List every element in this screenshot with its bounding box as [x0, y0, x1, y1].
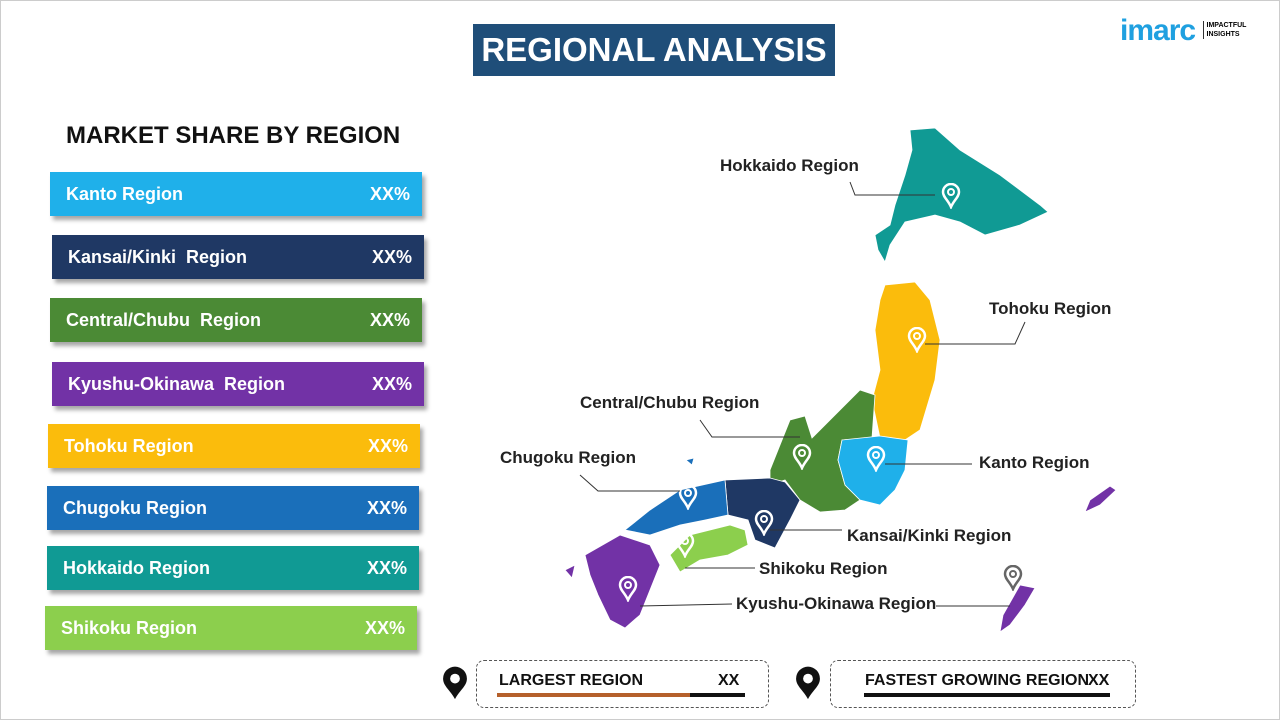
region-value: XX% — [366, 498, 407, 518]
map-label: Shikoku Region — [759, 559, 888, 578]
logo: imarc IMPACTFUL INSIGHTS — [1120, 14, 1246, 48]
pins — [443, 183, 1023, 700]
region-value: XX% — [367, 436, 408, 456]
largest-label: LARGEST REGION — [499, 672, 644, 689]
map-label: Central/Chubu Region — [580, 393, 760, 412]
logo-name: imarc — [1120, 14, 1196, 47]
kyushu — [584, 534, 661, 629]
region-row: Shikoku Region XX% — [45, 606, 417, 650]
leader-line — [639, 603, 733, 607]
tohoku — [871, 281, 941, 441]
leader-line — [925, 321, 1026, 345]
region-label: Central/Chubu Region — [66, 310, 261, 330]
fastest-box — [830, 660, 1136, 708]
region-label: Kansai/Kinki Region — [68, 247, 248, 267]
region-label: Tohoku Region — [64, 436, 194, 456]
map-label: Tohoku Region — [989, 299, 1112, 318]
logo-tagline: IMPACTFUL INSIGHTS — [1202, 21, 1247, 39]
region-value: XX% — [364, 618, 405, 638]
kanto — [837, 435, 909, 506]
footer-pin — [796, 666, 820, 700]
region-row: Kyushu-Okinawa Region XX% — [52, 362, 424, 406]
islands — [564, 564, 576, 579]
map-label: Kansai/Kinki Region — [847, 526, 1012, 545]
region-row: Central/Chubu Region XX% — [50, 298, 422, 342]
logo-tagline-line: IMPACTFUL — [1206, 22, 1247, 29]
region-value: XX% — [369, 184, 410, 204]
region-label: Kanto Region — [66, 184, 183, 204]
okinawa — [999, 584, 1036, 633]
leader-line — [849, 181, 935, 196]
region-row: Kanto Region XX% — [50, 172, 422, 216]
leader-line — [579, 474, 680, 492]
fastest-label: FASTEST GROWING REGION — [865, 672, 1090, 689]
region-value: XX% — [371, 374, 412, 394]
chugoku — [624, 479, 729, 536]
region-label: Chugoku Region — [63, 498, 207, 518]
region-label: Hokkaido Region — [63, 558, 211, 578]
region-value: XX% — [366, 558, 407, 578]
islands — [685, 457, 695, 466]
region-row: Kansai/Kinki Region XX% — [52, 235, 424, 279]
map-label: Hokkaido Region — [720, 156, 859, 175]
islands — [1084, 485, 1117, 513]
logo-tagline-line: INSIGHTS — [1206, 31, 1240, 38]
map-label: Kanto Region — [979, 453, 1090, 472]
hokkaido — [874, 127, 1049, 264]
region-value: XX% — [369, 310, 410, 330]
largest-value: XX — [718, 672, 740, 689]
region-row: Tohoku Region XX% — [48, 424, 420, 468]
map-label: Kyushu-Okinawa Region — [736, 594, 937, 613]
region-label: Shikoku Region — [61, 618, 198, 638]
page-title: REGIONAL ANALYSIS — [473, 24, 835, 76]
panel-title: MARKET SHARE BY REGION — [66, 122, 401, 149]
region-label: Kyushu-Okinawa Region — [68, 374, 286, 394]
pin — [1003, 565, 1023, 591]
regions — [564, 127, 1117, 633]
region-row: Chugoku Region XX% — [47, 486, 419, 530]
region-row: Hokkaido Region XX% — [47, 546, 419, 590]
largest-box — [476, 660, 769, 708]
leader-lines — [497, 181, 1110, 697]
leader-line — [699, 419, 800, 438]
fastest-value: XX — [1088, 672, 1110, 689]
region-value: XX% — [371, 247, 412, 267]
footer-pin — [443, 666, 467, 700]
map-label: Chugoku Region — [500, 448, 636, 467]
